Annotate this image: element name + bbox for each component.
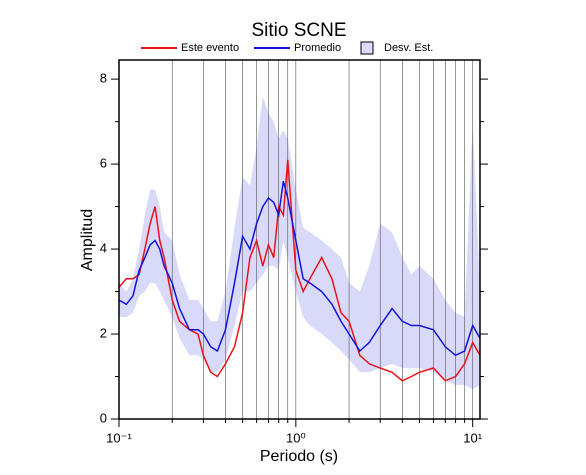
y-tick-label: 6 xyxy=(100,156,107,171)
series-line xyxy=(118,180,481,357)
series-line xyxy=(118,159,481,382)
legend-text: Promedio xyxy=(294,42,341,54)
legend-swatch xyxy=(360,41,374,55)
x-tick-label: 10⁻¹ xyxy=(106,430,132,445)
y-tick-label: 8 xyxy=(100,71,107,86)
y-axis-label: Amplitud xyxy=(79,209,96,271)
y-tick-label: 0 xyxy=(100,410,107,425)
chart-title: Sitio SCNE xyxy=(251,20,346,41)
x-tick-label: 10¹ xyxy=(463,430,482,445)
plot-frame xyxy=(118,59,481,420)
std-band xyxy=(119,96,480,390)
x-axis-label: Periodo (s) xyxy=(260,448,338,465)
y-tick-label: 4 xyxy=(100,240,107,255)
x-tick-label: 10⁰ xyxy=(286,430,306,445)
legend-text: Este evento xyxy=(181,42,239,54)
y-tick-label: 2 xyxy=(100,325,107,340)
legend-text: Desv. Est. xyxy=(384,42,433,54)
